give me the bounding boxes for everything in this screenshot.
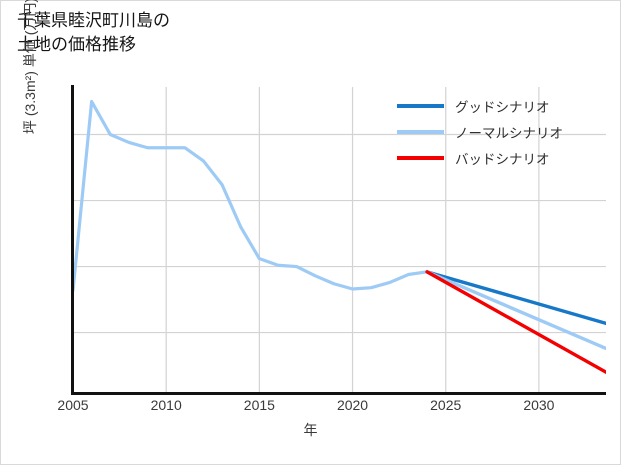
x-tick-label: 2020 — [336, 397, 369, 413]
x-axis-label: 年 — [303, 422, 318, 438]
x-tick-label: 2015 — [243, 397, 275, 413]
chart-legend: グッドシナリオ ノーマルシナリオ バッドシナリオ — [397, 93, 602, 171]
x-tick-label: 2025 — [430, 397, 462, 413]
legend-item-bad[interactable]: バッドシナリオ — [397, 145, 602, 171]
legend-swatch-bad — [397, 156, 444, 160]
plot-area — [73, 87, 606, 392]
grid-layer — [73, 87, 606, 392]
legend-label-bad: バッドシナリオ — [455, 152, 550, 167]
data-layer — [73, 99, 606, 374]
y-axis-label: 坪 (3.3m²) 単価 (万円) — [22, 0, 38, 135]
x-tick-label: 2005 — [57, 397, 89, 413]
x-tick-label: 2010 — [150, 397, 182, 413]
legend-swatch-good — [397, 104, 444, 108]
page-title: 千葉県睦沢町川島の 土地の価格推移 — [17, 11, 170, 55]
legend-label-good: グッドシナリオ — [455, 100, 550, 115]
legend-item-normal[interactable]: ノーマルシナリオ — [397, 119, 602, 145]
legend-item-good[interactable]: グッドシナリオ — [397, 93, 602, 119]
y-axis-label-wrap: 坪 (3.3m²) 単価 (万円) — [22, 0, 45, 381]
series-line-bad — [425, 270, 606, 374]
legend-swatch-normal — [397, 130, 444, 134]
series-line-good — [425, 270, 606, 326]
legend-label-normal: ノーマルシナリオ — [455, 126, 563, 141]
series-line-normal_history — [73, 99, 429, 292]
y-axis-line — [71, 85, 74, 395]
series-line-normal_forecast — [425, 270, 606, 351]
x-tick-label: 2030 — [523, 397, 555, 413]
x-axis-line — [71, 392, 606, 395]
